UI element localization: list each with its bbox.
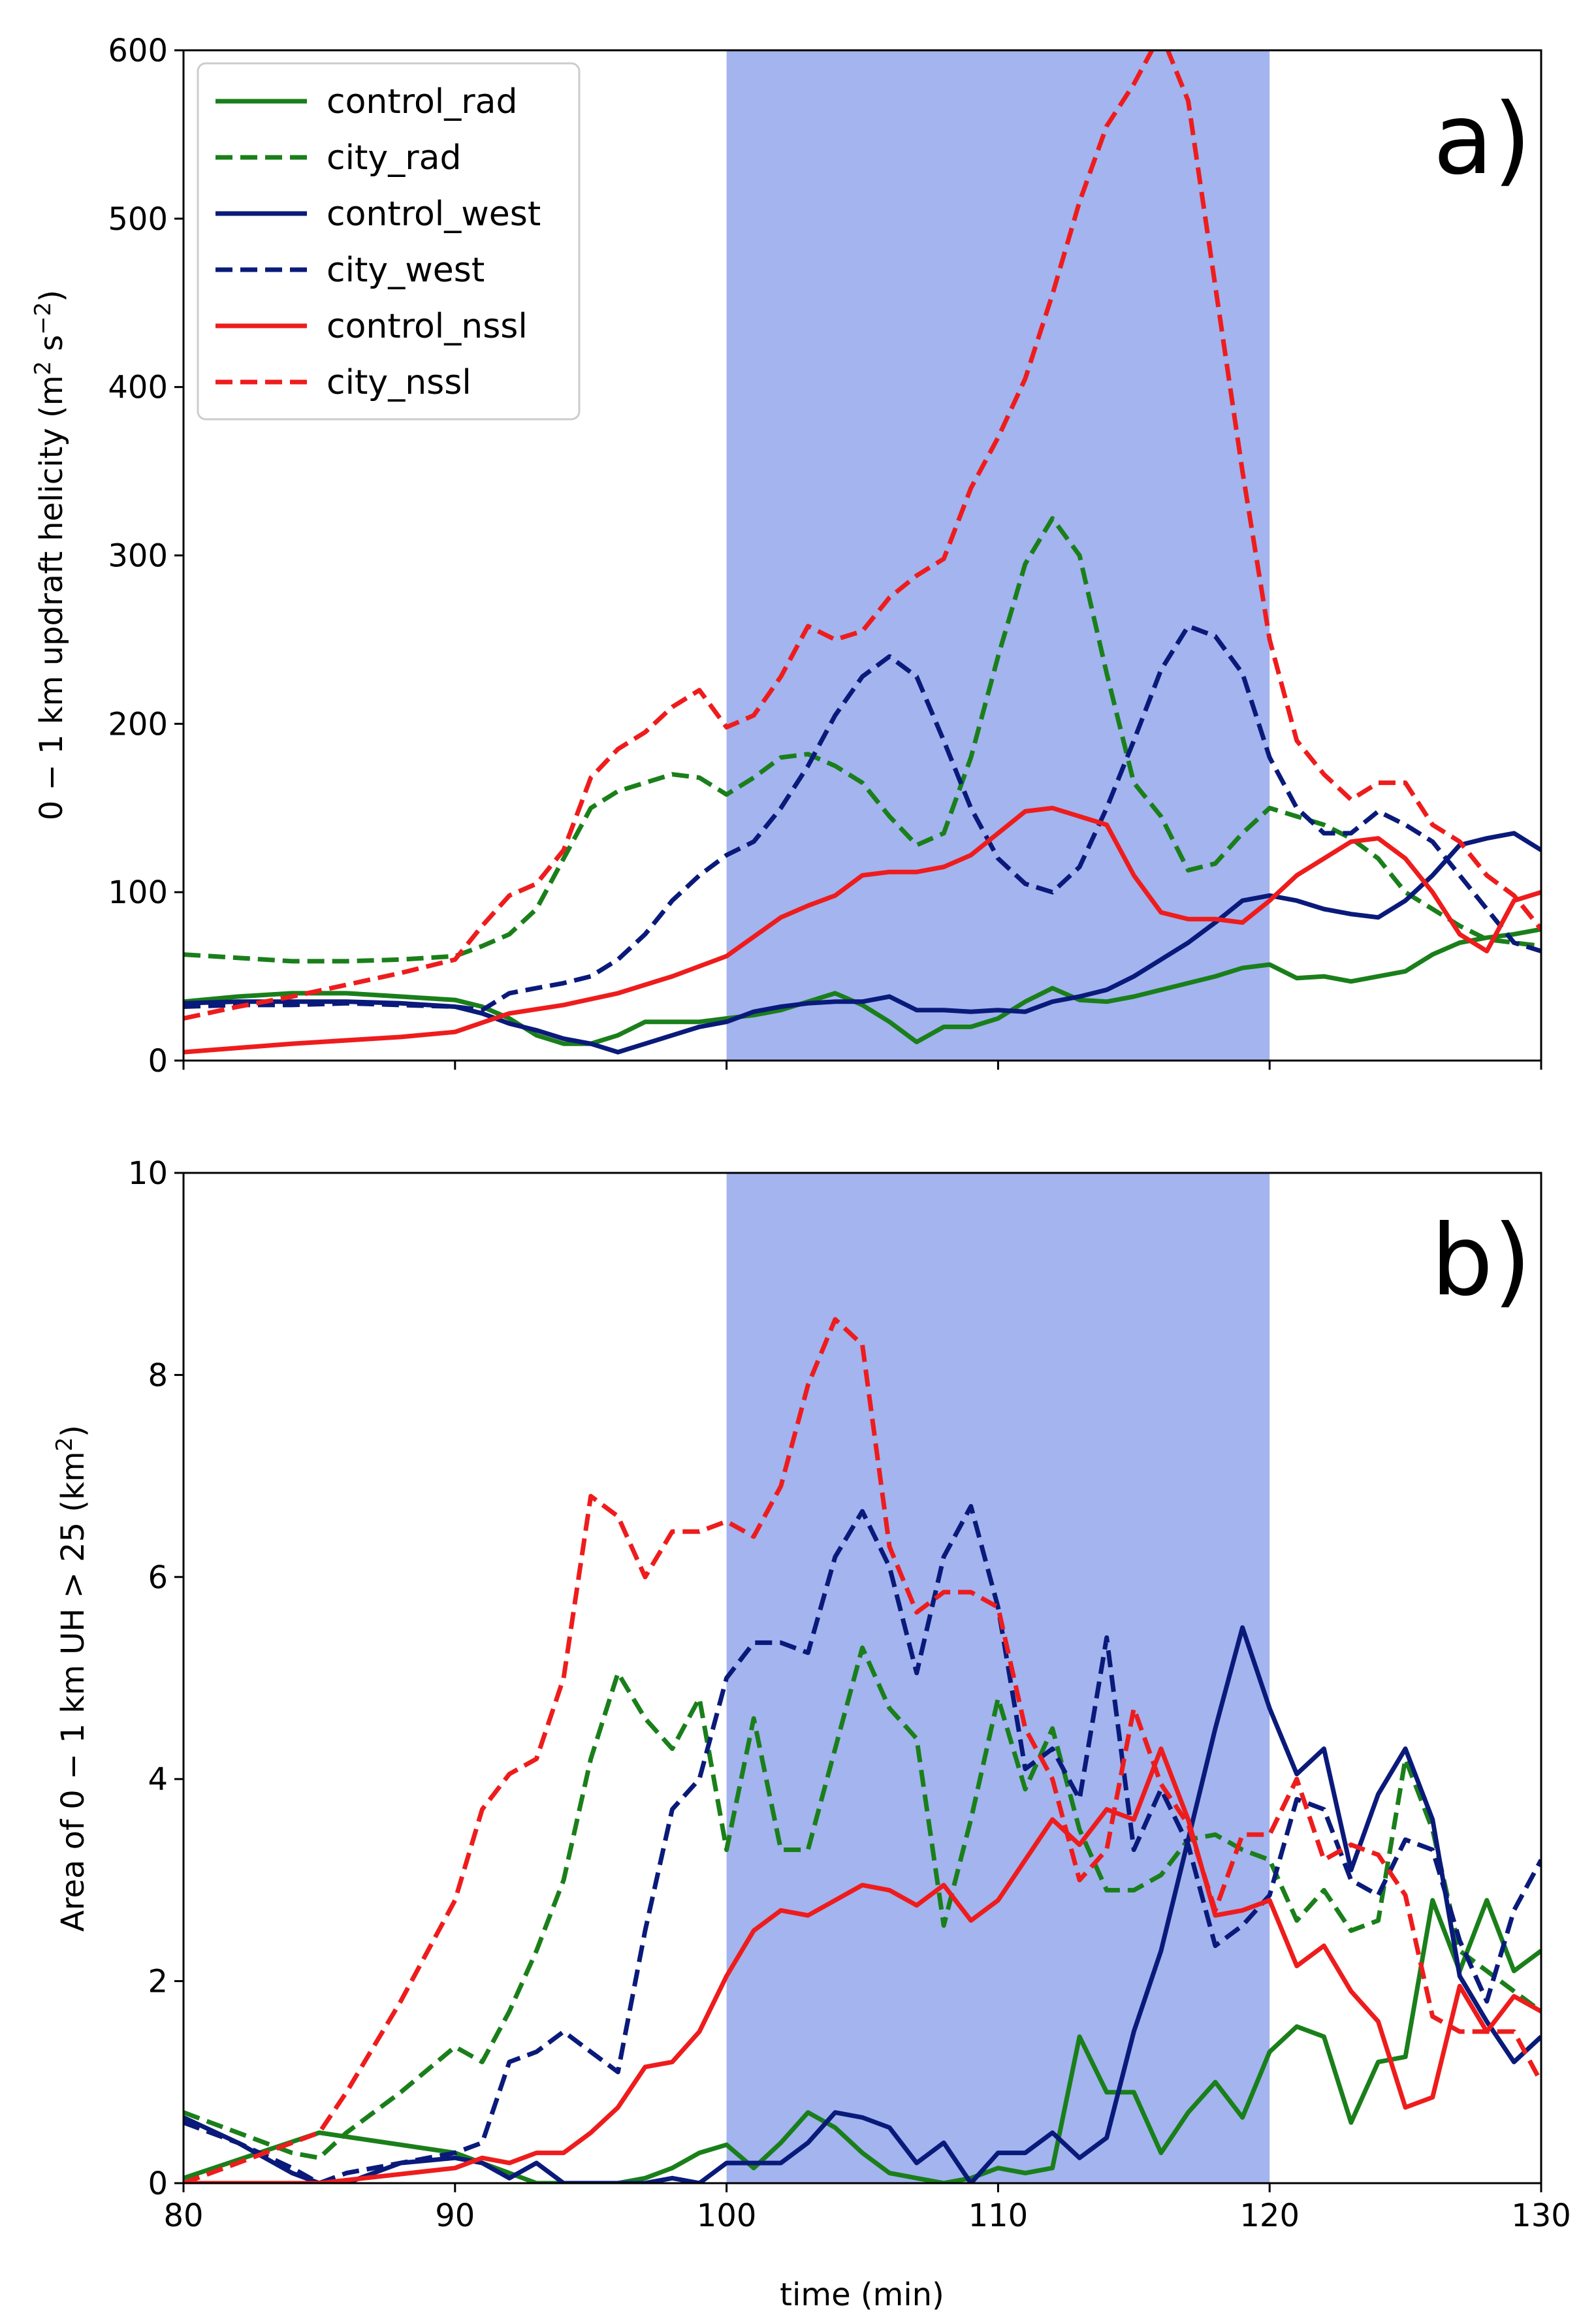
panel-a-frame: [182, 49, 1542, 1062]
panel-b-series-control-west: [184, 1625, 1541, 2183]
panel-b-series-group: [184, 1317, 1541, 2183]
panel-a-label: a): [1433, 83, 1531, 197]
panel-a-ytick-label-500: 500: [108, 201, 168, 238]
panel-a-series-control-west: [184, 831, 1541, 1055]
panel-b-ylabel: Area of 0 − 1 km UH > 25 (km2): [52, 1425, 91, 1932]
legend-label-city-west: city_west: [327, 251, 485, 290]
x-axis-label: time (min): [780, 2277, 944, 2313]
panel-b-label: b): [1431, 1204, 1531, 1318]
panel-b-ytick-label-2: 2: [148, 1964, 168, 2000]
panel-a-ytick-label-600: 600: [108, 33, 168, 69]
panel-b-series-city-nssl: [184, 1317, 1541, 2183]
legend-box: [197, 62, 581, 421]
panel-a-chart: 0 100 200 300 400 500 600 0 − 1 km updraft hel…: [30, 33, 1542, 1080]
panel-b-series-control-rad: [184, 1898, 1541, 2183]
panel-a-ylabel: 0 − 1 km updraft helicity (m2 s−2): [30, 290, 70, 821]
legend-label-control-rad: control_rad: [327, 82, 518, 121]
panel-b-chart: 80 90 100 110 120 130 0 2 4 6 8 10 Area of 0 − 1 km…: [52, 1155, 1571, 2234]
panel-b-xtick-label-80: 80: [163, 2198, 203, 2234]
panel-a-series-group: [184, 50, 1541, 1055]
panel-a-ytick-label-200: 200: [108, 706, 168, 743]
panel-a-ytick-label-100: 100: [108, 874, 168, 911]
panel-b-xtick-label-130: 130: [1511, 2198, 1571, 2234]
panel-b-ytick-label-10: 10: [128, 1155, 168, 1192]
panel-b-ytick-label-8: 8: [148, 1357, 168, 1394]
panel-b-xtick-label-120: 120: [1239, 2198, 1300, 2234]
panel-b-ytick-label-4: 4: [148, 1761, 168, 1798]
panel-b-series-city-west: [184, 1504, 1541, 2183]
panel-b-xtick-label-90: 90: [435, 2198, 475, 2234]
panel-b-xtick-label-100: 100: [697, 2198, 757, 2234]
panel-a-series-control-nssl: [184, 805, 1541, 1055]
panel-b-ytick-label-6: 6: [148, 1559, 168, 1596]
panel-b-ticks: 80 90 100 110 120 130 0 2 4 6 8 10: [128, 1155, 1571, 2234]
legend-label-city-rad: city_rad: [327, 138, 461, 178]
legend-label-control-nssl: control_nssl: [327, 307, 528, 346]
panel-a-series-city-west: [184, 624, 1541, 1013]
panel-a-series-city-rad: [184, 516, 1541, 964]
panel-b-series-control-nssl: [184, 1746, 1541, 2183]
panel-a-ytick-label-300: 300: [108, 538, 168, 575]
legend-label-city-nssl: city_nssl: [327, 363, 471, 402]
legend-label-control-west: control_west: [327, 195, 541, 234]
panel-b-ytick-label-0: 0: [148, 2166, 168, 2202]
panel-a-ticks: 0 100 200 300 400 500 600: [108, 33, 1542, 1080]
panel-a-shaded-region: [726, 50, 1270, 1061]
panel-a-ytick-label-400: 400: [108, 370, 168, 406]
legend: control_rad city_rad control_west city_west…: [197, 62, 581, 421]
panel-a-ytick-label-0: 0: [148, 1043, 168, 1080]
panel-b-series-city-rad: [184, 1645, 1541, 2160]
panel-b-xtick-label-110: 110: [968, 2198, 1029, 2234]
panel-b-shaded-region: [726, 1173, 1270, 2183]
panel-b-frame: [182, 1172, 1542, 2184]
panel-a-series-city-nssl: [184, 50, 1541, 1021]
